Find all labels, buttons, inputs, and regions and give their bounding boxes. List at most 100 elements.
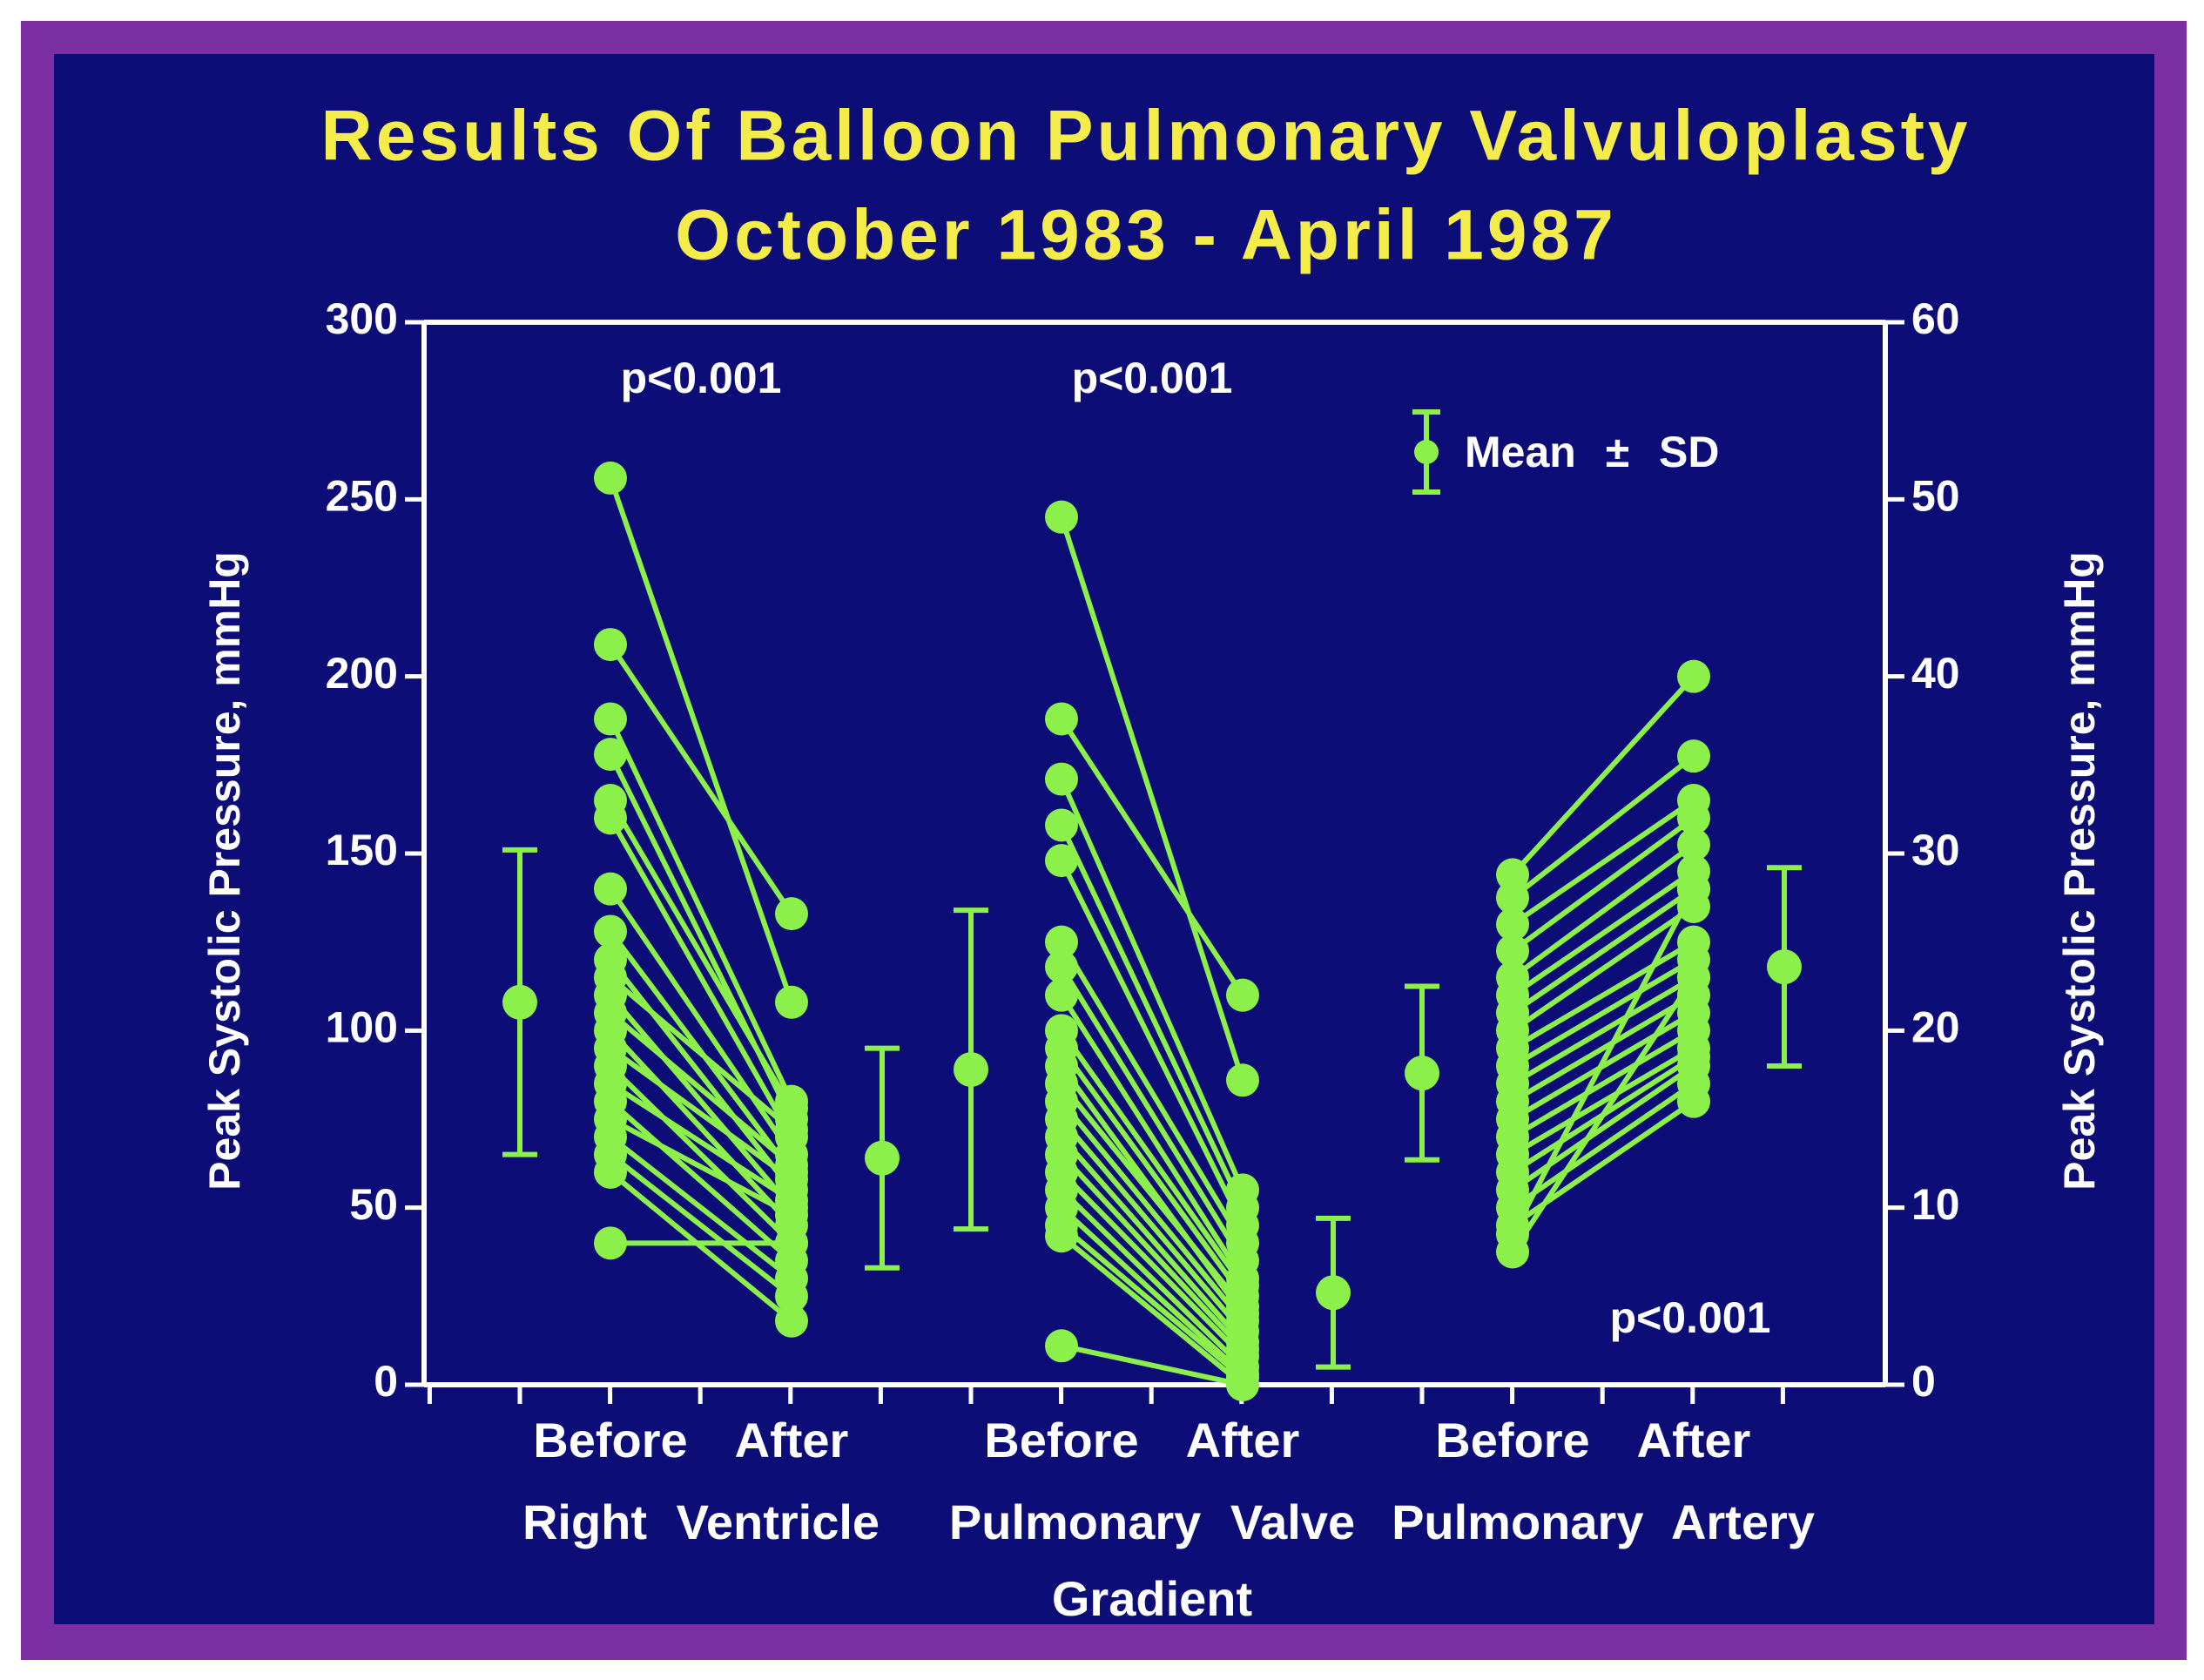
before-mean-dot (502, 984, 537, 1020)
pair-line (1059, 778, 1245, 1191)
pair-line (609, 1134, 793, 1281)
pair-line (1510, 674, 1696, 877)
pair-line (1059, 941, 1245, 1245)
pair-line (609, 1170, 793, 1324)
pair-line (608, 643, 794, 915)
after-mean-dot (865, 1140, 900, 1176)
before-dot (1045, 978, 1078, 1012)
pair-line (1060, 1233, 1244, 1387)
slide-background (54, 54, 2154, 1624)
before-dot (1045, 808, 1078, 842)
pair-line (608, 1029, 794, 1228)
after-dot (1677, 872, 1710, 906)
group-label: Right Ventricle (522, 1494, 880, 1549)
x-category-label: Before (1435, 1413, 1589, 1467)
before-dot (1496, 880, 1529, 914)
before-dot (1045, 500, 1078, 534)
y2-tick-label: 60 (1911, 294, 1960, 343)
pair-line (1511, 1046, 1695, 1157)
group-label: Pulmonary Valve (949, 1494, 1355, 1549)
pair-line (609, 975, 793, 1132)
before-dot (1045, 844, 1078, 878)
x-category-label: Before (533, 1413, 687, 1467)
before-mean-dot (1405, 1056, 1439, 1091)
y-axis-label: Peak Systolic Pressure, mmHg (200, 551, 249, 1191)
after-dot (1677, 1084, 1710, 1118)
y2-axis-label: Peak Systolic Pressure, mmHg (2055, 551, 2104, 1191)
before-dot (594, 914, 627, 948)
after-dot (1226, 978, 1259, 1012)
chart-title: Results Of Balloon Pulmonary Valvuloplas… (321, 97, 1971, 176)
after-dot (775, 1226, 808, 1260)
after-dot (1226, 1368, 1259, 1401)
pair-line (609, 1010, 793, 1168)
x-category-label: Before (984, 1413, 1138, 1467)
pair-line (608, 887, 794, 1157)
pair-line (1511, 940, 1695, 1051)
pair-line (1511, 798, 1695, 927)
pair-line (1510, 975, 1696, 1254)
pair-line (608, 1063, 794, 1245)
pair-line (609, 1117, 793, 1218)
legend-dot (1414, 440, 1439, 464)
after-dot (1226, 1063, 1259, 1097)
pair-line (609, 1046, 793, 1182)
pair-line (1059, 717, 1245, 997)
pair-line (1511, 815, 1695, 954)
pair-line (608, 476, 794, 1003)
after-dot (1677, 961, 1710, 995)
pair-line (608, 718, 794, 1103)
after-dot (775, 985, 808, 1019)
p-value-label: p<0.001 (621, 354, 782, 402)
y-tick-label: 150 (326, 826, 398, 874)
pair-line (1511, 975, 1695, 1086)
pair-line (1060, 1223, 1244, 1380)
pair-line (1511, 993, 1695, 1104)
pair-line (1511, 904, 1695, 1033)
y2-tick-label: 0 (1911, 1357, 1936, 1406)
pair-line (608, 993, 794, 1210)
before-dot (1045, 1329, 1078, 1363)
pair-line (1059, 1099, 1245, 1323)
before-dot (1045, 702, 1078, 736)
p-value-label: p<0.001 (1610, 1293, 1771, 1342)
pair-line (1059, 1188, 1245, 1369)
pair-line (1059, 1117, 1245, 1333)
before-dot (594, 1156, 627, 1189)
after-dot (775, 897, 808, 931)
pair-line (608, 816, 794, 1138)
pair-line (608, 799, 794, 1110)
after-dot (1677, 827, 1710, 861)
before-dot (594, 1226, 627, 1260)
before-dot (1496, 934, 1529, 968)
before-dot (1045, 762, 1078, 796)
before-dot (594, 801, 627, 835)
pair-line (1511, 842, 1695, 980)
x-category-label: After (735, 1413, 849, 1467)
pair-line (1511, 1063, 1695, 1192)
after-dot (1677, 659, 1710, 693)
y-tick-label: 100 (326, 1003, 398, 1052)
pair-line (1059, 965, 1245, 1263)
pair-line (1059, 1152, 1245, 1352)
pair-line (1059, 859, 1245, 1227)
y-tick-label: 200 (326, 649, 398, 698)
before-dot (1045, 1219, 1078, 1253)
pair-line (1059, 1135, 1245, 1345)
pair-line (609, 1152, 793, 1299)
pair-line (1059, 1082, 1245, 1309)
pair-line (1511, 868, 1695, 998)
pair-line (1059, 824, 1245, 1209)
y2-tick-label: 20 (1911, 1003, 1960, 1052)
pair-line (609, 1081, 793, 1204)
y-tick-label: 50 (349, 1180, 398, 1229)
after-dot (775, 1279, 808, 1313)
chart-subtitle: October 1983 - April 1987 (675, 196, 1616, 275)
y2-tick-label: 30 (1911, 826, 1960, 874)
before-dot (1045, 925, 1078, 959)
before-dot (594, 461, 627, 495)
pair-line (1511, 1081, 1695, 1211)
group-label: Gradient (1052, 1571, 1252, 1626)
before-dot (594, 702, 627, 736)
after-dot (1677, 739, 1710, 773)
